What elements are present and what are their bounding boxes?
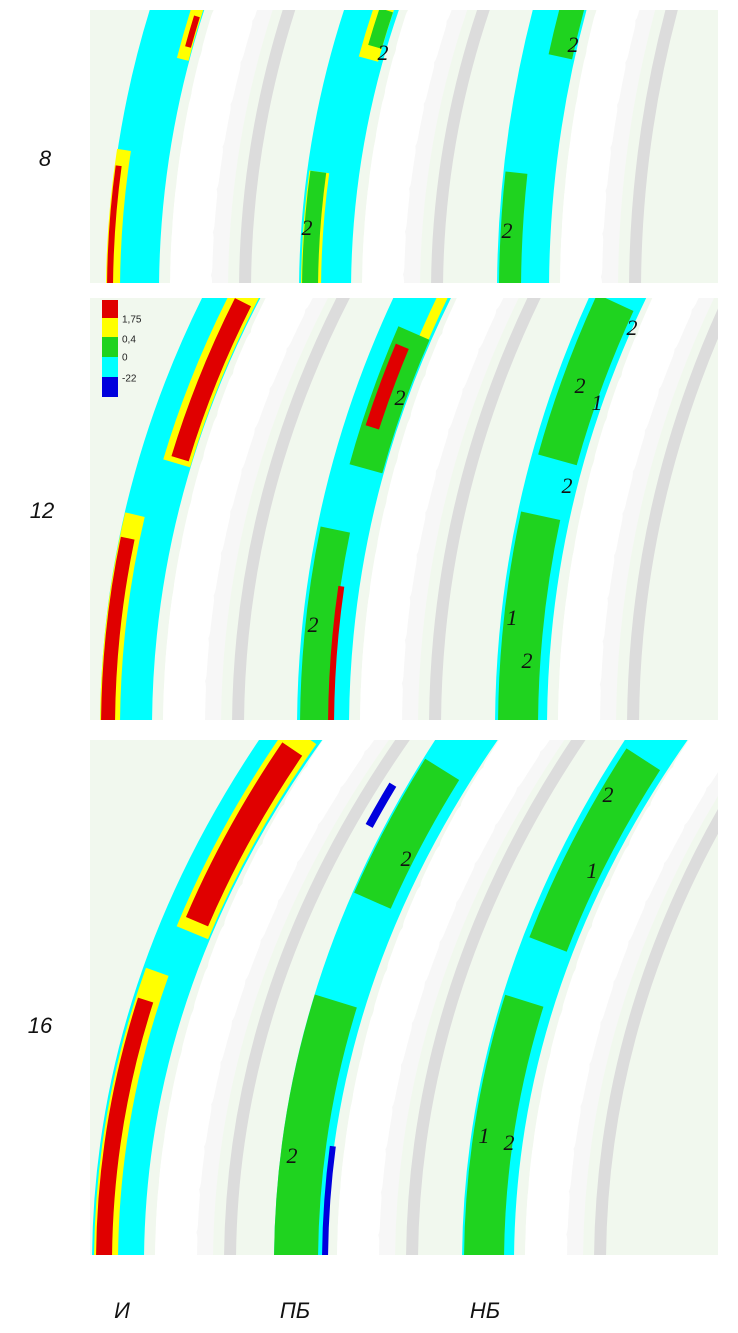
region-annotation: 2: [504, 1130, 515, 1155]
light-arc: [198, 10, 273, 283]
region-annotation: 1: [507, 605, 518, 630]
grey-arc: [429, 298, 541, 720]
region-annotation: 1: [479, 1123, 490, 1148]
panel: [90, 298, 718, 720]
holes-gap: [362, 10, 423, 283]
grey-arc: [594, 809, 718, 1255]
holes: [560, 10, 640, 283]
column-label: НБ: [470, 1298, 500, 1323]
grey-arc: [627, 308, 718, 720]
holes-gap: [560, 10, 611, 283]
region-annotation: 2: [401, 846, 412, 871]
grey-arc: [224, 740, 410, 1255]
holes-gap: [360, 298, 474, 720]
row-label: 16: [28, 1013, 53, 1038]
holes: [362, 10, 452, 283]
legend-label: 1,75: [122, 315, 142, 326]
contour-patch: [274, 740, 489, 1255]
contour-patch: [468, 740, 681, 1255]
region-annotation: 2: [562, 473, 573, 498]
contour-patch: [464, 740, 677, 1255]
holes: [558, 298, 699, 720]
region-annotation: 2: [627, 315, 638, 340]
contour-patch: [523, 10, 585, 283]
region-annotation: 1: [587, 858, 598, 883]
legend-label: -22: [122, 374, 137, 385]
holes-gap: [337, 740, 519, 1255]
contour-patch: [106, 10, 165, 283]
grey-arc: [431, 10, 490, 283]
light-arc: [390, 10, 468, 283]
legend-swatch: [102, 318, 118, 337]
panels: [90, 10, 718, 1255]
legend-swatch: [102, 377, 118, 397]
region-annotation: 2: [308, 612, 319, 637]
row-label: 8: [39, 146, 52, 171]
column-label: ПБ: [280, 1298, 310, 1323]
contour-patch: [501, 298, 640, 720]
contour-patch: [275, 740, 486, 1255]
contour-patch: [101, 298, 222, 720]
region-annotation: 2: [603, 782, 614, 807]
band: [107, 10, 205, 283]
grey-arc: [406, 740, 586, 1255]
holes: [170, 10, 258, 283]
contour-patch: [328, 298, 434, 720]
holes: [525, 740, 718, 1255]
band: [299, 10, 399, 283]
holes-gap: [525, 740, 709, 1255]
legend-swatch: [102, 357, 118, 377]
region-annotation: 2: [575, 373, 586, 398]
contour-patch: [300, 298, 431, 720]
holes-gap: [163, 298, 284, 720]
contour-patch: [333, 10, 394, 283]
contour-patch: [498, 298, 637, 720]
legend: 1,75 0,4 0 -22: [102, 300, 142, 397]
region-annotation: 2: [522, 648, 533, 673]
contour-patch: [322, 740, 495, 1255]
contour-patch: [107, 10, 158, 283]
region-annotation: 2: [302, 215, 313, 240]
holes-gap: [558, 298, 670, 720]
holes: [163, 298, 313, 720]
contour-patch: [338, 298, 448, 720]
holes-gap: [155, 740, 344, 1255]
holes: [360, 298, 504, 720]
region-annotation: 2: [568, 32, 579, 57]
legend-label: 0,4: [122, 335, 136, 346]
holes-gap: [170, 10, 229, 283]
legend-swatch: [102, 300, 118, 318]
grey-arc: [629, 10, 678, 283]
region-annotation: 2: [287, 1143, 298, 1168]
contour-patch: [499, 10, 559, 283]
panel: [90, 740, 718, 1255]
legend-label: 0: [122, 353, 128, 364]
contour-patch: [302, 10, 365, 283]
light-arc: [588, 10, 656, 283]
region-annotation: 2: [378, 40, 389, 65]
contour-patch: [131, 298, 256, 720]
column-label: И: [114, 1298, 130, 1323]
grey-arc: [239, 10, 296, 283]
panel: [90, 10, 718, 283]
legend-swatch: [102, 337, 118, 357]
contour-patch: [96, 740, 287, 1255]
holes: [337, 740, 550, 1255]
region-annotation: 1: [592, 390, 603, 415]
holes: [155, 740, 375, 1255]
contour-patch: [152, 10, 203, 283]
grey-arc: [232, 298, 350, 720]
region-annotation: 2: [502, 218, 513, 243]
row-label: 12: [30, 498, 54, 523]
region-annotation: 2: [395, 385, 406, 410]
contour-patch: [114, 740, 314, 1255]
